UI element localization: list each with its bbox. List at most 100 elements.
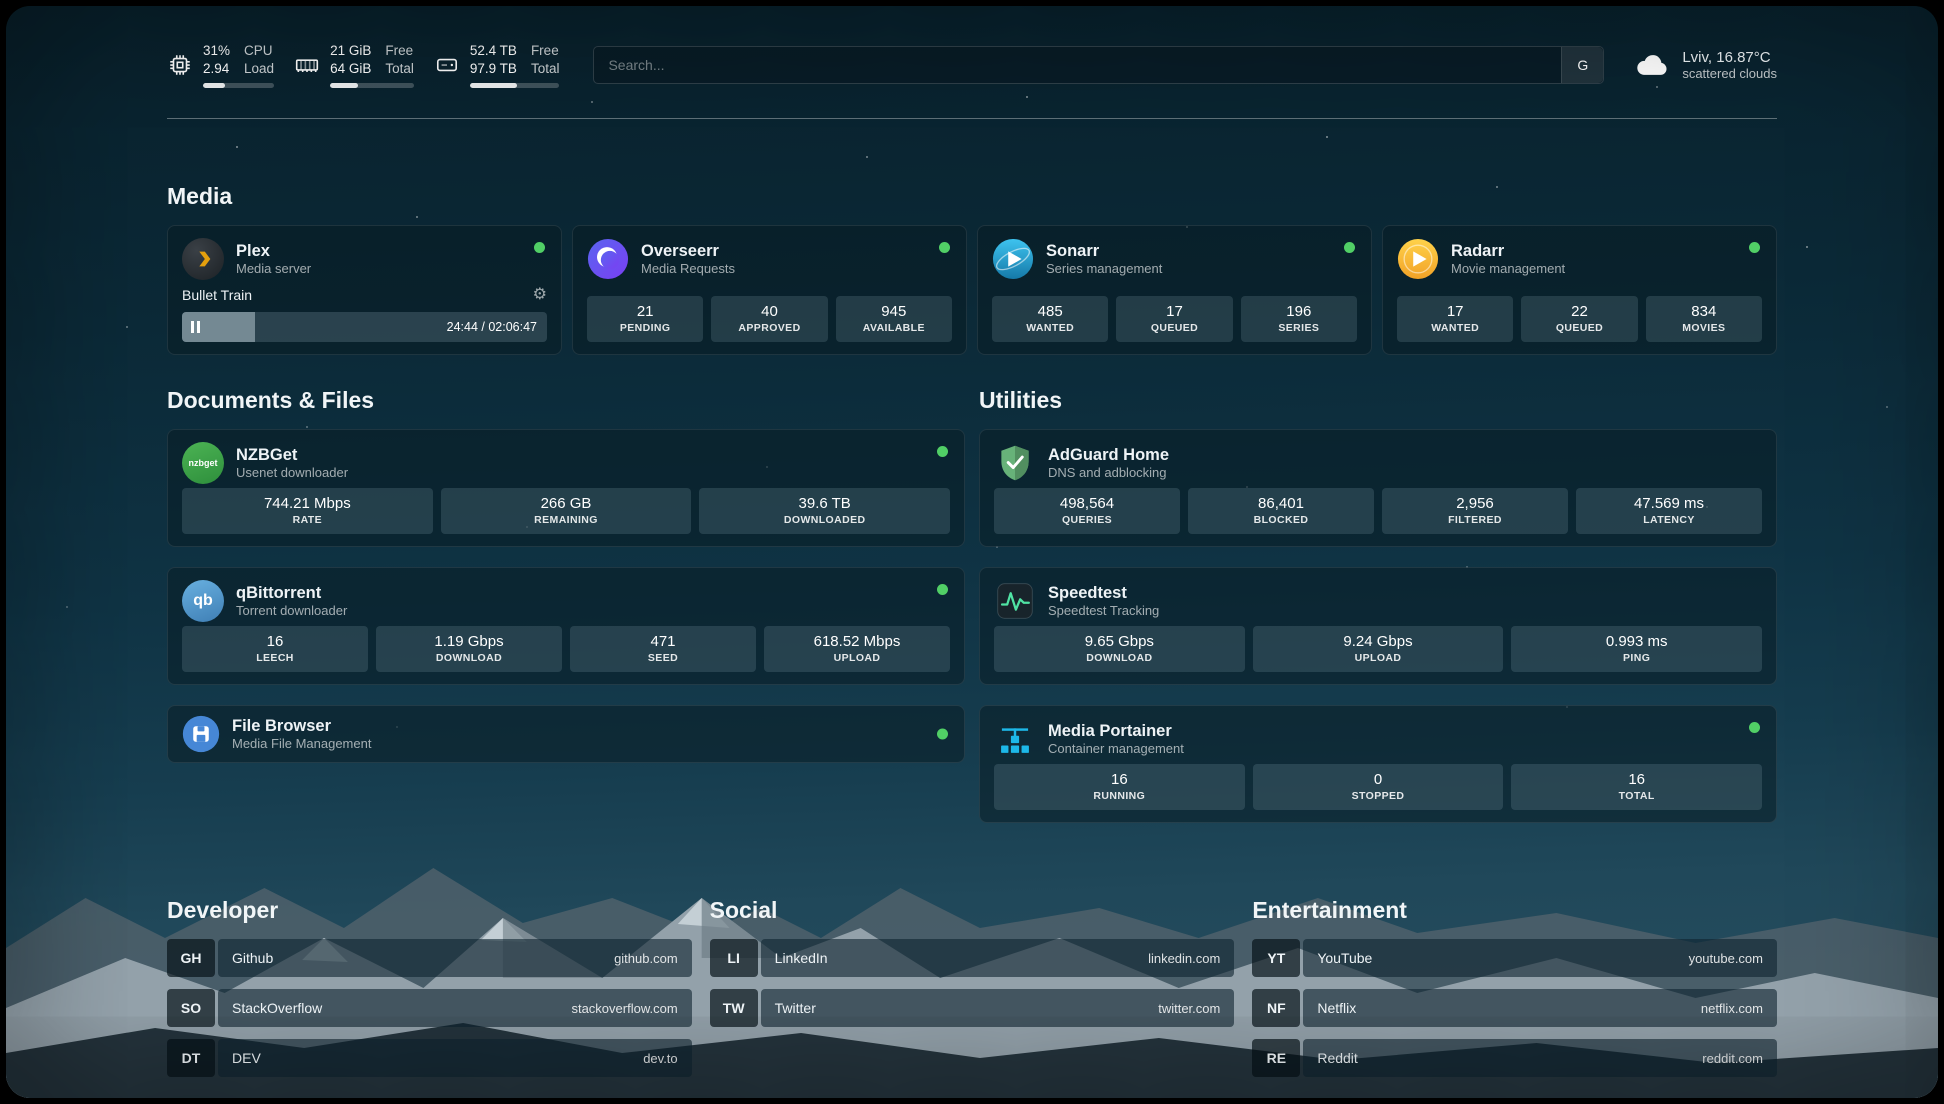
- radarr-card[interactable]: Radarr Movie management 17WANTED22QUEUED…: [1382, 225, 1777, 355]
- stat-value: 9.24 Gbps: [1343, 632, 1412, 652]
- developer-bookmark-list: GH Github github.com SOStackOverflowstackov…: [167, 939, 692, 1077]
- speedtest-card[interactable]: Speedtest Speedtest Tracking 9.65 GbpsDO…: [979, 567, 1777, 685]
- stat-value: 1.19 Gbps: [434, 632, 503, 652]
- ram-progress-bar: [330, 83, 414, 88]
- stat-label: RATE: [293, 513, 322, 528]
- bookmark-row[interactable]: RERedditreddit.com: [1252, 1039, 1777, 1077]
- sonarr-card[interactable]: Sonarr Series management 485WANTED17QUEU…: [977, 225, 1372, 355]
- stat-box: 1.19 GbpsDOWNLOAD: [376, 626, 562, 672]
- cpu-progress-bar: [203, 83, 274, 88]
- ram-metric: 21 GiB 64 GiB Free Total: [294, 42, 414, 87]
- plex-card[interactable]: Plex Media server Bullet Train ⚙ 24:44 /…: [167, 225, 562, 355]
- adguard-icon: [994, 442, 1036, 484]
- stat-box: 945AVAILABLE: [836, 296, 952, 342]
- nzbget-card[interactable]: nzbget NZBGet Usenet downloader 744.21 M…: [167, 429, 965, 547]
- stats-row: 9.65 GbpsDOWNLOAD9.24 GbpsUPLOAD0.993 ms…: [994, 626, 1762, 672]
- bookmark-name: Twitter: [775, 1000, 816, 1016]
- plex-progress-bar[interactable]: 24:44 / 02:06:47: [182, 312, 547, 342]
- stat-label: DOWNLOAD: [1086, 651, 1152, 666]
- status-online-dot: [1749, 242, 1760, 253]
- stat-label: UPLOAD: [834, 651, 881, 666]
- gear-icon[interactable]: ⚙: [533, 287, 547, 303]
- bookmark-abbr: GH: [167, 939, 215, 977]
- adguard-card[interactable]: AdGuard Home DNS and adblocking 498,564Q…: [979, 429, 1777, 547]
- app-name: AdGuard Home: [1048, 445, 1169, 466]
- stat-value: 618.52 Mbps: [814, 632, 901, 652]
- card-header: Plex Media server: [182, 238, 547, 280]
- dashboard-content: 31% 2.94 CPU Load: [167, 6, 1777, 1098]
- ram-icon: [294, 52, 320, 78]
- bookmark-name: Reddit: [1317, 1050, 1357, 1066]
- bookmark-row[interactable]: NFNetflixnetflix.com: [1252, 989, 1777, 1027]
- qbittorrent-icon: qb: [182, 580, 224, 622]
- stat-value: 471: [650, 632, 675, 652]
- media-grid: Plex Media server Bullet Train ⚙ 24:44 /…: [167, 225, 1777, 355]
- bookmark-abbr: LI: [710, 939, 758, 977]
- sonarr-icon: [992, 238, 1034, 280]
- bookmark-name: LinkedIn: [775, 950, 828, 966]
- bookmark-row[interactable]: DTDEVdev.to: [167, 1039, 692, 1077]
- card-header: Overseerr Media Requests: [587, 238, 952, 280]
- entertainment-bookmark-list: YTYouTubeyoutube.com NFNetflixnetflix.com…: [1252, 939, 1777, 1077]
- disk-free-label: Free: [531, 42, 560, 60]
- bookmark-url: youtube.com: [1689, 951, 1763, 966]
- stats-row: 498,564QUERIES86,401BLOCKED2,956FILTERED…: [994, 488, 1762, 534]
- card-header: nzbget NZBGet Usenet downloader: [182, 442, 950, 484]
- disk-free-value: 52.4 TB: [470, 42, 517, 60]
- filebrowser-card[interactable]: File Browser Media File Management: [167, 705, 965, 763]
- bookmark-row[interactable]: LILinkedInlinkedin.com: [710, 939, 1235, 977]
- bookmark-url: netflix.com: [1701, 1001, 1763, 1016]
- bookmark-row[interactable]: TWTwittertwitter.com: [710, 989, 1235, 1027]
- overseerr-card[interactable]: Overseerr Media Requests 21PENDING40APPR…: [572, 225, 967, 355]
- stat-value: 945: [881, 302, 906, 322]
- stat-box: 16LEECH: [182, 626, 368, 672]
- pause-icon[interactable]: [191, 321, 200, 333]
- card-header: File Browser Media File Management: [182, 715, 950, 753]
- stats-row: 16LEECH1.19 GbpsDOWNLOAD471SEED618.52 Mb…: [182, 626, 950, 672]
- search-input[interactable]: [594, 47, 1561, 83]
- stats-row: 17WANTED22QUEUED834MOVIES: [1397, 296, 1762, 342]
- bookmark-url: dev.to: [643, 1051, 677, 1066]
- weather-widget[interactable]: Lviv, 16.87°C scattered clouds: [1634, 48, 1777, 83]
- bookmark-abbr: SO: [167, 989, 215, 1027]
- app-subtitle: Torrent downloader: [236, 603, 347, 619]
- stat-box: 0.993 msPING: [1511, 626, 1762, 672]
- bookmark-abbr: DT: [167, 1039, 215, 1077]
- stat-value: 498,564: [1060, 494, 1114, 514]
- stat-label: BLOCKED: [1254, 513, 1309, 528]
- bookmark-row[interactable]: YTYouTubeyoutube.com: [1252, 939, 1777, 977]
- search-engine-button[interactable]: G: [1561, 47, 1603, 83]
- stat-value: 834: [1691, 302, 1716, 322]
- playback-time: 24:44 / 02:06:47: [447, 320, 537, 334]
- stats-row: 485WANTED17QUEUED196SERIES: [992, 296, 1357, 342]
- bookmark-url: github.com: [614, 951, 678, 966]
- card-header: Speedtest Speedtest Tracking: [994, 580, 1762, 622]
- bookmark-abbr: TW: [710, 989, 758, 1027]
- stat-label: PENDING: [620, 321, 671, 336]
- plex-icon: [182, 238, 224, 280]
- status-online-dot: [534, 242, 545, 253]
- bookmark-name: Github: [232, 950, 273, 966]
- qbittorrent-card[interactable]: qb qBittorrent Torrent downloader 16LEEC…: [167, 567, 965, 685]
- speedtest-icon: [994, 580, 1036, 622]
- ram-progress-fill: [330, 83, 358, 88]
- topbar: 31% 2.94 CPU Load: [167, 36, 1777, 94]
- stat-box: 17WANTED: [1397, 296, 1513, 342]
- stat-label: WANTED: [1026, 321, 1074, 336]
- documents-column: Documents & Files nzbget NZBGet Usenet d…: [167, 387, 965, 843]
- portainer-card[interactable]: Media Portainer Container management 16R…: [979, 705, 1777, 823]
- ram-free-value: 21 GiB: [330, 42, 371, 60]
- stat-label: WANTED: [1431, 321, 1479, 336]
- bookmark-row[interactable]: GH Github github.com: [167, 939, 692, 977]
- card-header: qb qBittorrent Torrent downloader: [182, 580, 950, 622]
- stats-row: 21PENDING40APPROVED945AVAILABLE: [587, 296, 952, 342]
- overseerr-icon: [587, 238, 629, 280]
- dashboard-screen: 31% 2.94 CPU Load: [6, 6, 1938, 1098]
- snow-specks: [6, 6, 8, 8]
- stat-value: 9.65 Gbps: [1085, 632, 1154, 652]
- card-header: Radarr Movie management: [1397, 238, 1762, 280]
- bookmark-row[interactable]: SOStackOverflowstackoverflow.com: [167, 989, 692, 1027]
- stat-box: 618.52 MbpsUPLOAD: [764, 626, 950, 672]
- stat-label: LATENCY: [1643, 513, 1695, 528]
- weather-condition: scattered clouds: [1682, 66, 1777, 81]
